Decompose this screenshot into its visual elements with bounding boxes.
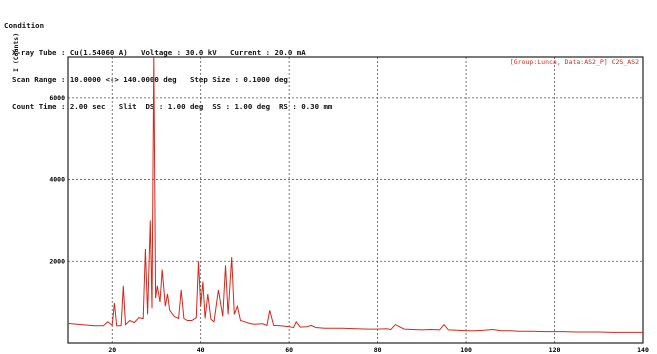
x-tick-label: 120	[549, 346, 561, 354]
plot-frame	[67, 56, 644, 344]
x-tick-label: 100	[460, 346, 472, 354]
x-tick-label: 40	[197, 346, 205, 354]
series-line	[67, 56, 643, 333]
y-tick-label: 4000	[49, 176, 65, 184]
condition-title: Condition	[4, 21, 45, 30]
x-tick-label: 140	[637, 346, 649, 354]
y-tick-label: 2000	[49, 257, 65, 265]
x-ticks: 20 40 60 80 100 120 140	[108, 346, 649, 354]
x-tick-label: 20	[108, 346, 116, 354]
y-ticks: 2000 4000 6000	[49, 94, 65, 265]
scan-range-line: Scan Range : 10.0000 <-> 140.0000 deg St…	[12, 75, 288, 84]
x-tick-label: 80	[374, 346, 382, 354]
x-tick-label: 60	[285, 346, 293, 354]
condition-block: Condition X-ray Tube : Cu(1.54060 A) Vol…	[4, 3, 332, 120]
y-tick-label: 6000	[49, 94, 65, 102]
xray-tube-line: X-ray Tube : Cu(1.54060 A) Voltage : 30.…	[12, 48, 306, 57]
count-time-line: Count Time : 2.00 sec Slit DS : 1.00 deg…	[12, 102, 333, 111]
legend-label: [Group:Lunca, Data:AS2_P] C2S_AS2	[510, 58, 639, 66]
